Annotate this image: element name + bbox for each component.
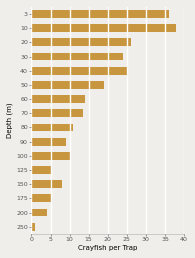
Bar (31, 180, 62, 188)
Bar (31, 223, 35, 231)
Bar (31, 24, 176, 32)
Bar (31, 166, 51, 174)
Bar (31, 95, 85, 103)
Bar (31, 209, 47, 216)
Bar (31, 124, 74, 131)
Bar (31, 81, 104, 89)
Bar (31, 53, 123, 60)
Bar (31, 67, 127, 75)
Bar (31, 10, 169, 18)
Bar (31, 138, 66, 146)
X-axis label: Crayfish per Trap: Crayfish per Trap (78, 245, 137, 251)
Bar (31, 38, 131, 46)
Bar (31, 109, 83, 117)
Bar (31, 152, 70, 160)
Bar (31, 195, 51, 202)
Y-axis label: Depth (m): Depth (m) (7, 103, 13, 138)
